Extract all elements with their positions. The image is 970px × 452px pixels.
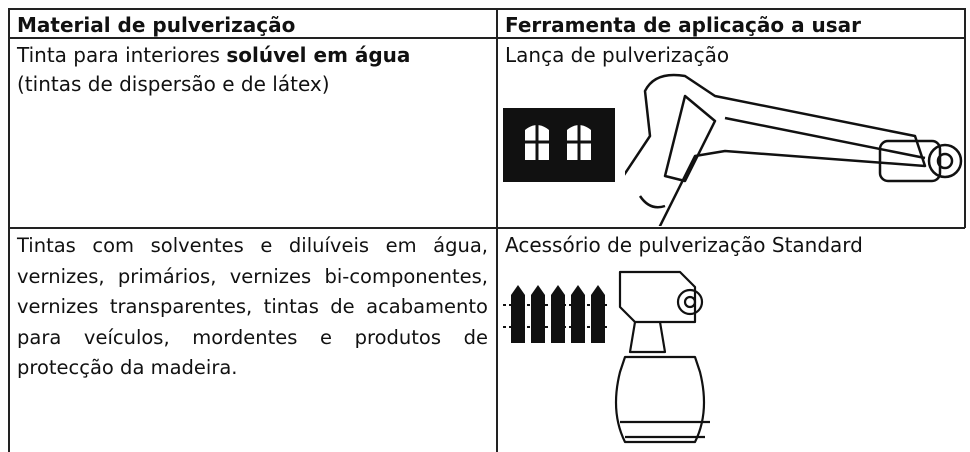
- header-cell: Ferramenta de aplicação a usar: [505, 13, 862, 37]
- window-icon: [503, 108, 615, 182]
- border: [964, 8, 966, 228]
- bold-text: solúvel em água: [226, 43, 411, 67]
- tool-cell: Lança de pulverização: [505, 43, 730, 67]
- tool-cell: Acessório de pulverização Standard: [505, 233, 863, 257]
- border: [8, 227, 965, 229]
- spray-gun-illustration: [614, 270, 710, 444]
- text: Tinta para interiores: [17, 43, 220, 67]
- border: [8, 8, 965, 10]
- fence-icon: [503, 285, 607, 343]
- border: [496, 8, 498, 452]
- border: [8, 37, 965, 39]
- spray-lance-illustration: [625, 73, 963, 226]
- material-cell: Tinta para interiores solúvel em água (t…: [9, 39, 496, 101]
- material-cell: Tintas com solventes e diluíveis em água…: [17, 234, 488, 379]
- header-cell: Material de pulverização: [17, 13, 296, 37]
- border: [8, 8, 10, 452]
- text: (tintas de dispersão e de látex): [17, 72, 330, 96]
